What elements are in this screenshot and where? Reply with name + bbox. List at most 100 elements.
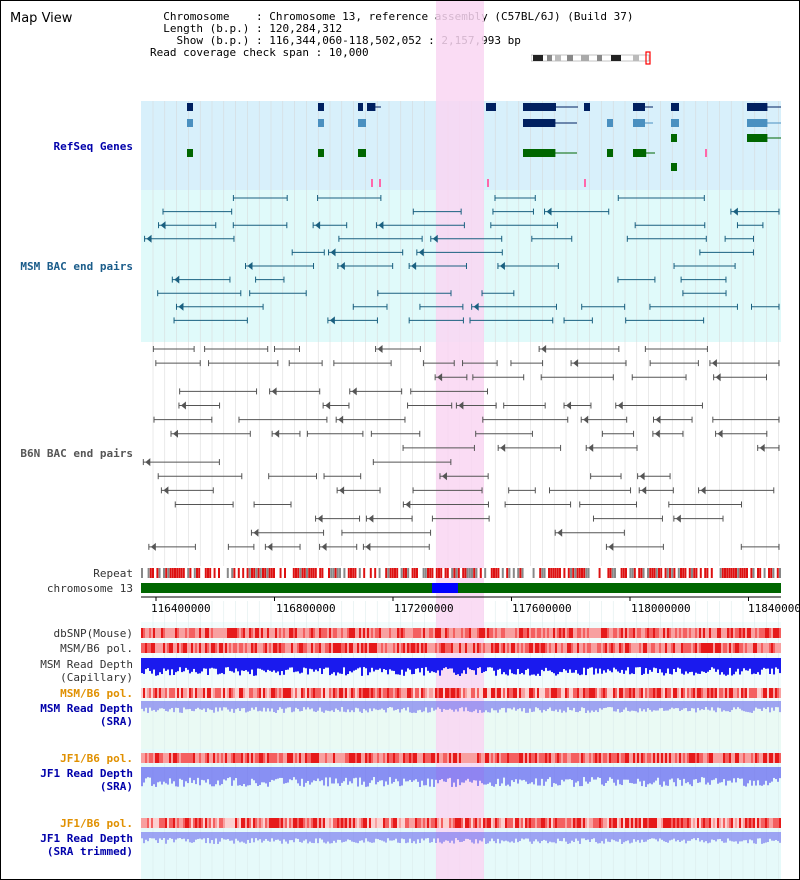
polymorphism-cell xyxy=(333,753,335,763)
polymorphism-cell xyxy=(753,643,755,653)
polymorphism-cell xyxy=(709,818,711,828)
polymorphism-cell xyxy=(315,753,317,763)
read-depth-bar xyxy=(523,767,525,780)
polymorphism-cell xyxy=(415,643,417,653)
polymorphism-cell xyxy=(759,628,761,638)
read-depth-bar xyxy=(431,701,433,708)
read-depth-bar xyxy=(369,658,371,673)
read-depth-bar xyxy=(615,701,617,712)
read-depth-bar xyxy=(237,767,239,786)
read-depth-bar xyxy=(525,701,527,713)
polymorphism-cell xyxy=(355,753,357,763)
polymorphism-cell xyxy=(699,643,701,653)
read-depth-bar xyxy=(309,658,311,669)
read-depth-bar xyxy=(647,832,649,840)
repeat-feature xyxy=(596,568,599,578)
read-depth-bar xyxy=(327,701,329,711)
read-depth-bar xyxy=(595,832,597,843)
polymorphism-cell xyxy=(469,753,471,763)
b6n-bac-arrow xyxy=(338,415,344,424)
polymorphism-cell xyxy=(693,643,695,653)
polymorphism-cell xyxy=(383,753,385,763)
read-depth-bar xyxy=(579,701,581,711)
polymorphism-cell xyxy=(303,688,305,698)
polymorphism-cell xyxy=(153,818,155,828)
read-depth-bar xyxy=(575,832,577,839)
repeat-feature xyxy=(563,568,566,578)
polymorphism-cell xyxy=(665,688,667,698)
polymorphism-cell xyxy=(661,643,663,653)
length-label: Length (b.p.) xyxy=(163,22,250,35)
read-depth-bar xyxy=(483,767,485,785)
read-depth-bar xyxy=(619,658,621,673)
polymorphism-cell xyxy=(505,753,507,763)
polymorphism-cell xyxy=(339,688,341,698)
polymorphism-cell xyxy=(233,753,235,763)
read-depth-bar xyxy=(561,658,563,673)
read-depth-bar xyxy=(669,658,671,674)
read-depth-bar xyxy=(167,767,169,785)
repeat-feature xyxy=(493,568,495,578)
read-depth-bar xyxy=(171,832,173,839)
repeat-feature xyxy=(765,568,768,578)
read-depth-bar xyxy=(389,658,391,670)
polymorphism-cell xyxy=(303,753,305,763)
b6n-bac-arrow xyxy=(588,443,594,452)
polymorphism-cell xyxy=(443,818,445,828)
polymorphism-cell xyxy=(415,628,417,638)
msm-bac-arrow xyxy=(411,262,417,270)
repeat-feature xyxy=(341,568,344,578)
read-depth-bar xyxy=(711,832,713,840)
read-depth-bar xyxy=(653,767,655,783)
polymorphism-cell xyxy=(191,688,193,698)
polymorphism-cell xyxy=(771,818,773,828)
polymorphism-cell xyxy=(619,688,621,698)
polymorphism-cell xyxy=(507,818,509,828)
read-depth-bar xyxy=(153,701,155,710)
polymorphism-cell xyxy=(153,643,155,653)
read-depth-bar xyxy=(539,658,541,676)
polymorphism-cell xyxy=(365,753,367,763)
read-depth-bar xyxy=(395,832,397,839)
polymorphism-cell xyxy=(287,818,289,828)
polymorphism-cell xyxy=(595,643,597,653)
polymorphism-cell xyxy=(143,753,145,763)
polymorphism-cell xyxy=(687,688,689,698)
read-depth-bar xyxy=(683,767,685,779)
read-depth-bar xyxy=(607,832,609,842)
polymorphism-cell xyxy=(661,628,663,638)
read-depth-bar xyxy=(409,658,411,670)
read-depth-bar xyxy=(399,658,401,675)
read-depth-bar xyxy=(745,767,747,787)
read-depth-bar xyxy=(305,701,307,710)
b6n-bac-arrow xyxy=(566,401,572,410)
read-depth-bar xyxy=(335,658,337,676)
read-depth-bar xyxy=(325,701,327,711)
chromosome-ideogram[interactable] xyxy=(531,51,653,65)
read-depth-bar xyxy=(189,658,191,674)
polymorphism-cell xyxy=(485,818,487,828)
polymorphism-cell xyxy=(435,688,437,698)
read-depth-bar xyxy=(461,658,463,674)
read-depth-bar xyxy=(475,767,477,781)
read-depth-bar xyxy=(339,701,341,712)
read-depth-bar xyxy=(707,767,709,783)
polymorphism-cell xyxy=(427,818,429,828)
repeat-feature xyxy=(512,568,515,578)
read-depth-bar xyxy=(175,767,177,787)
repeat-feature xyxy=(680,568,682,578)
read-depth-bar xyxy=(365,832,367,839)
polymorphism-cell xyxy=(209,818,211,828)
polymorphism-cell xyxy=(645,688,647,698)
repeat-feature xyxy=(308,568,311,578)
read-depth-bar xyxy=(439,701,441,709)
polymorphism-cell xyxy=(599,628,601,638)
read-depth-bar xyxy=(317,832,319,844)
read-depth-bar xyxy=(245,701,247,713)
read-depth-bar xyxy=(499,701,501,710)
polymorphism-cell xyxy=(503,643,505,653)
b6n-bac-arrow xyxy=(437,373,443,382)
polymorphism-cell xyxy=(393,688,395,698)
read-depth-bar xyxy=(475,658,477,675)
